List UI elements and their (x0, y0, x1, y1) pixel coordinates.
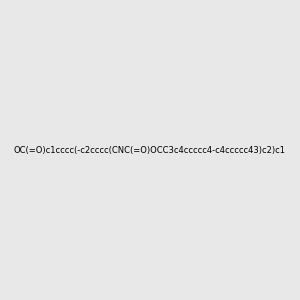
Text: OC(=O)c1cccc(-c2cccc(CNC(=O)OCC3c4ccccc4-c4ccccc43)c2)c1: OC(=O)c1cccc(-c2cccc(CNC(=O)OCC3c4ccccc4… (14, 146, 286, 154)
